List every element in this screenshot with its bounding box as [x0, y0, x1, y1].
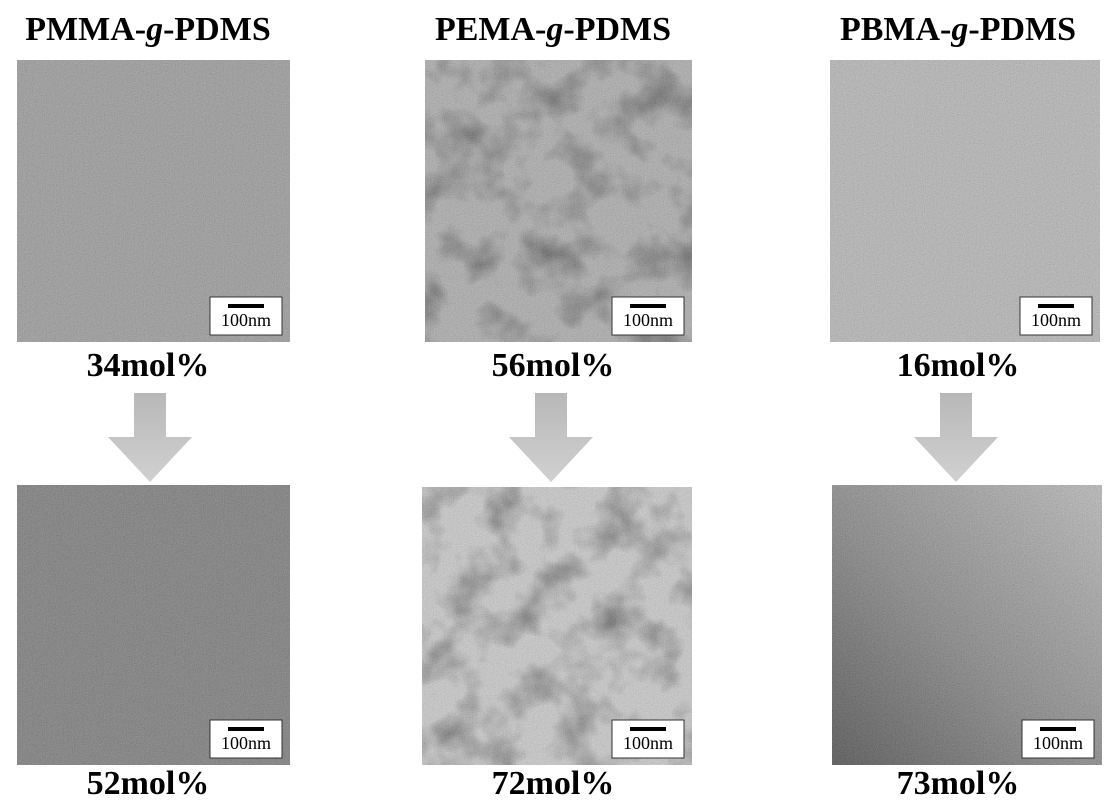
composition-label: 52mol%	[87, 765, 210, 802]
tem-image: 100nm	[830, 60, 1100, 342]
title-italic: g	[545, 11, 563, 48]
title-prefix: PBMA-	[840, 11, 951, 48]
composition-label: 34mol%	[87, 347, 210, 384]
scale-label: 100nm	[221, 310, 271, 330]
title-suffix: -PDMS	[163, 11, 271, 48]
tem-image: 100nm	[422, 487, 692, 765]
title-suffix: -PDMS	[563, 11, 671, 48]
tem-image: 100nm	[425, 60, 692, 342]
composition-label: 72mol%	[492, 765, 615, 802]
arrow	[509, 393, 593, 482]
column-title: PBMA-g-PDMS	[840, 11, 1076, 48]
title-suffix: -PDMS	[968, 11, 1076, 48]
title-italic: g	[950, 11, 968, 48]
scale-label: 100nm	[221, 733, 271, 753]
title-italic: g	[145, 11, 163, 48]
arrow	[108, 393, 192, 482]
figure: PMMA-g-PDMS100nm34mol%100nm52mol%PEMA-g-…	[0, 0, 1108, 805]
composition-label: 73mol%	[897, 765, 1020, 802]
title-prefix: PEMA-	[435, 11, 546, 48]
column-title: PMMA-g-PDMS	[25, 11, 270, 48]
title-prefix: PMMA-	[25, 11, 146, 48]
tem-image: 100nm	[17, 60, 290, 342]
composition-label: 56mol%	[492, 347, 615, 384]
arrow	[914, 393, 998, 482]
scale-label: 100nm	[1031, 310, 1081, 330]
column-title: PEMA-g-PDMS	[435, 11, 671, 48]
scale-label: 100nm	[623, 310, 673, 330]
tem-image: 100nm	[832, 485, 1102, 765]
scale-label: 100nm	[1033, 733, 1083, 753]
scale-label: 100nm	[623, 733, 673, 753]
composition-label: 16mol%	[897, 347, 1020, 384]
tem-image: 100nm	[17, 485, 290, 765]
